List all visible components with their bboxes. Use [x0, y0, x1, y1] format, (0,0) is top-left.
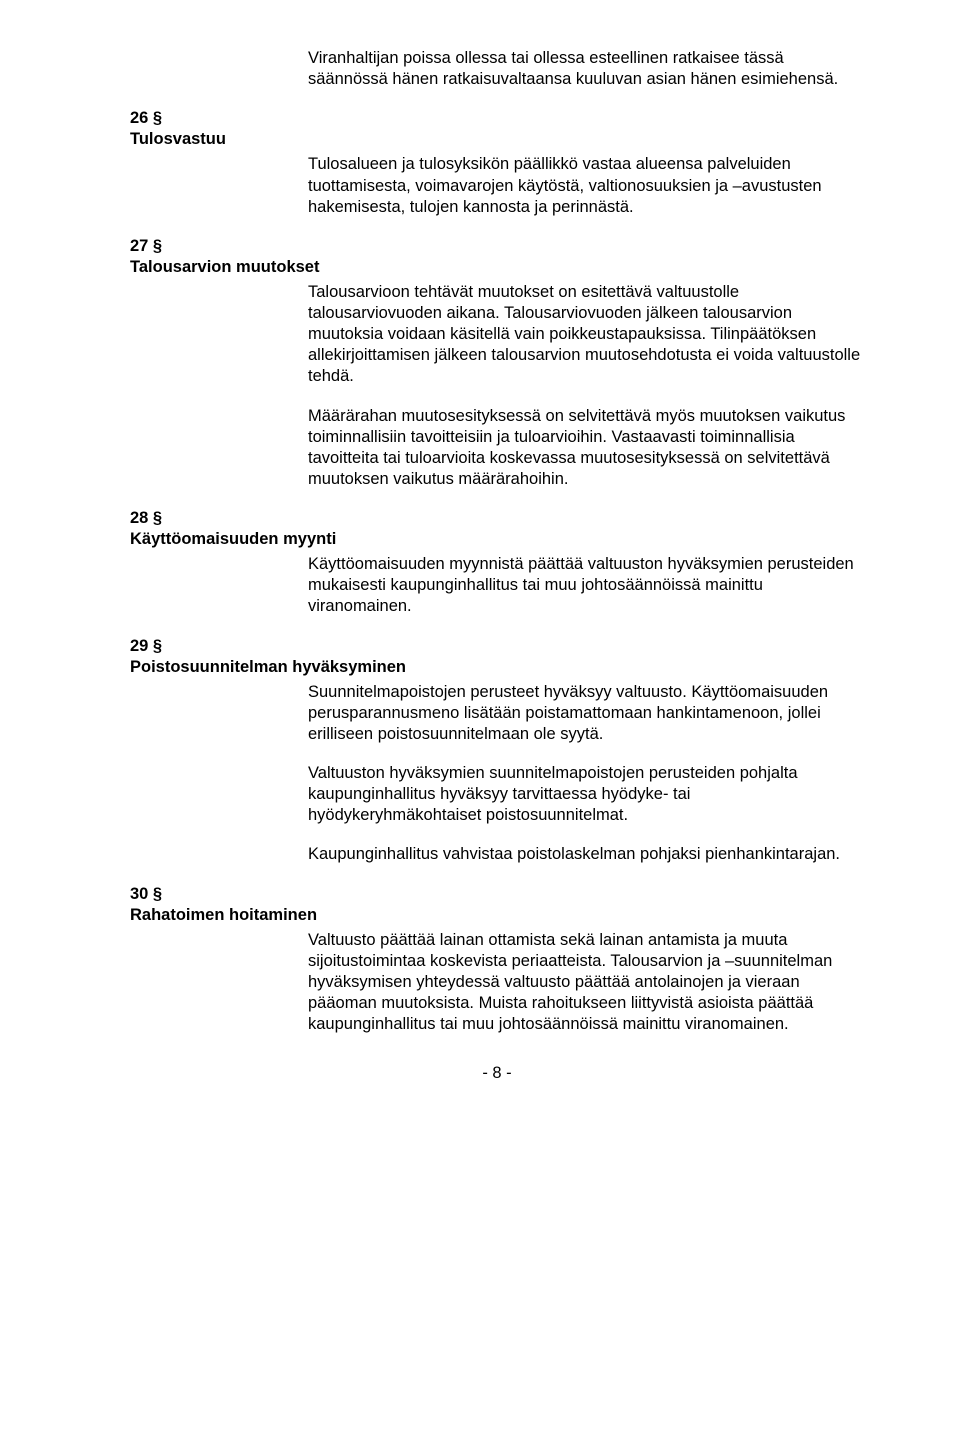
section-26-paragraph-1: Tulosalueen ja tulosyksikön päällikkö va…: [308, 154, 864, 217]
section-number: 27 §: [130, 236, 864, 257]
section-number: 29 §: [130, 636, 864, 657]
section-29-paragraph-2: Valtuuston hyväksymien suunnitelmapoisto…: [308, 763, 864, 826]
section-29-heading: 29 § Poistosuunnitelman hyväksyminen: [130, 636, 864, 678]
section-number: 30 §: [130, 884, 864, 905]
intro-paragraph: Viranhaltijan poissa ollessa tai ollessa…: [308, 48, 864, 90]
section-28-heading: 28 § Käyttöomaisuuden myynti: [130, 508, 864, 550]
section-title: Talousarvion muutokset: [130, 257, 864, 278]
section-27-paragraph-1: Talousarvioon tehtävät muutokset on esit…: [308, 282, 864, 388]
section-29-paragraph-3: Kaupunginhallitus vahvistaa poistolaskel…: [308, 844, 864, 865]
section-title: Tulosvastuu: [130, 129, 864, 150]
section-26-heading: 26 § Tulosvastuu: [130, 108, 864, 150]
section-number: 28 §: [130, 508, 864, 529]
section-27-paragraph-2: Määrärahan muutosesityksessä on selvitet…: [308, 406, 864, 490]
document-page: Viranhaltijan poissa ollessa tai ollessa…: [0, 0, 960, 1429]
page-number: - 8 -: [130, 1063, 864, 1084]
section-29-paragraph-1: Suunnitelmapoistojen perusteet hyväksyy …: [308, 682, 864, 745]
section-27-heading: 27 § Talousarvion muutokset: [130, 236, 864, 278]
section-title: Rahatoimen hoitaminen: [130, 905, 864, 926]
section-number: 26 §: [130, 108, 864, 129]
section-28-paragraph-1: Käyttöomaisuuden myynnistä päättää valtu…: [308, 554, 864, 617]
section-title: Käyttöomaisuuden myynti: [130, 529, 864, 550]
section-title: Poistosuunnitelman hyväksyminen: [130, 657, 864, 678]
section-30-heading: 30 § Rahatoimen hoitaminen: [130, 884, 864, 926]
section-30-paragraph-1: Valtuusto päättää lainan ottamista sekä …: [308, 930, 864, 1036]
